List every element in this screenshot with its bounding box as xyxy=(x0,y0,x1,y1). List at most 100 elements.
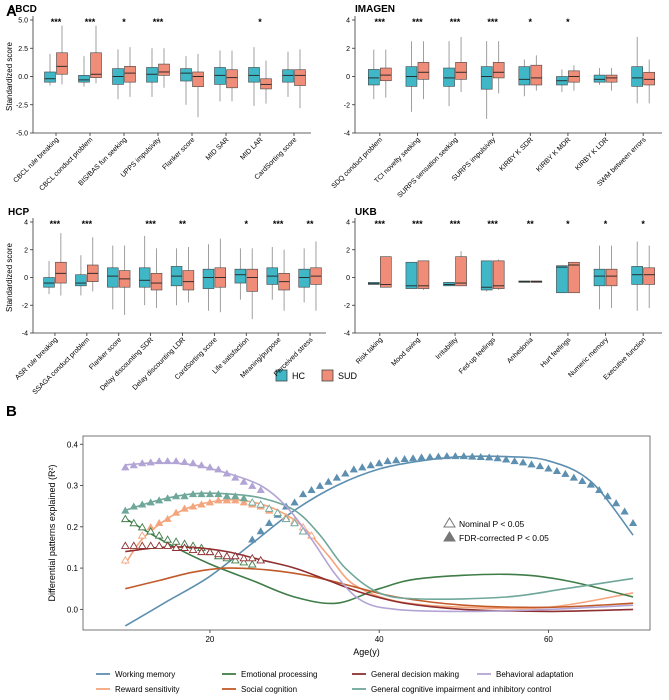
fdr-marker xyxy=(146,498,155,506)
box-sud xyxy=(380,256,392,288)
fdr-marker xyxy=(391,456,401,464)
fdr-marker xyxy=(163,457,172,465)
series-behavioral-adaptation xyxy=(121,457,634,613)
fdr-marker xyxy=(138,459,147,467)
category-label: Delay discounting SDR xyxy=(99,336,155,392)
nominal-marker xyxy=(230,555,240,564)
box-hc xyxy=(593,268,606,287)
nominal-marker xyxy=(120,514,130,523)
significance-marker: ** xyxy=(527,219,535,229)
fdr-marker xyxy=(434,452,443,460)
nominal-marker xyxy=(222,551,232,560)
box-sud xyxy=(605,268,618,287)
legend-label: General decision making xyxy=(371,670,459,679)
box-hc xyxy=(78,75,90,83)
fdr-marker xyxy=(628,519,638,527)
box-hc xyxy=(234,268,247,284)
fdr-marker xyxy=(349,465,358,473)
significance-marker: *** xyxy=(273,219,284,229)
fdr-marker xyxy=(256,486,265,494)
box-sud xyxy=(643,71,655,86)
fdr-marker xyxy=(171,508,181,516)
fdr-marker xyxy=(603,492,612,500)
fdr-marker xyxy=(205,463,215,471)
box-sud xyxy=(124,66,136,83)
fdr-marker xyxy=(468,452,477,460)
fdr-marker xyxy=(366,461,375,469)
y-tick-label: -4 xyxy=(344,131,350,138)
box-sud xyxy=(492,62,505,79)
box-sud xyxy=(226,69,238,89)
series-working-memory xyxy=(124,452,638,627)
category-label: Mood swing xyxy=(390,336,421,367)
nominal-marker xyxy=(154,531,164,539)
fdr-marker xyxy=(239,494,248,502)
nominal-marker xyxy=(256,500,266,508)
fdr-marker xyxy=(163,494,172,502)
category-label: Executive function xyxy=(602,336,647,381)
nominal-marker xyxy=(239,553,249,562)
box-hc xyxy=(631,66,643,87)
box-hc xyxy=(44,71,56,83)
fdr-marker xyxy=(121,463,130,471)
fdr-marker xyxy=(527,460,536,468)
y-tick-label: 2 xyxy=(24,247,28,254)
legend-label: General cognitive impairment and inhibit… xyxy=(371,685,551,694)
x-axis-label: Age(y) xyxy=(353,647,380,657)
nominal-marker xyxy=(205,547,215,556)
nominal-marker xyxy=(137,522,147,531)
fdr-marker xyxy=(171,492,181,500)
series-general-cognitive-impairment-and-inhibitory-control xyxy=(121,490,634,601)
category-label: Numeric memory xyxy=(567,336,610,379)
nominal-marker xyxy=(120,541,130,549)
fdr-marker xyxy=(222,496,231,504)
nominal-marker xyxy=(256,555,266,564)
category-label: KIRBY K MDR xyxy=(535,136,572,173)
fdr-marker xyxy=(341,469,350,477)
fdr-marker xyxy=(383,457,392,465)
y-tick-label: 0.1 xyxy=(67,564,79,573)
nominal-marker xyxy=(171,537,181,545)
fdr-marker xyxy=(205,498,215,506)
y-tick-label: 4 xyxy=(24,220,28,227)
series-line xyxy=(125,567,634,609)
nominal-marker xyxy=(273,508,283,516)
legend-label: Emotional processing xyxy=(241,670,317,679)
y-tick-label: -2.5 xyxy=(16,102,28,109)
fdr-marker xyxy=(442,452,452,460)
fdr-marker xyxy=(307,486,316,494)
y-tick-label: -5.0 xyxy=(16,131,28,138)
fdr-marker xyxy=(248,535,257,543)
fdr-marker xyxy=(129,502,138,510)
box-hc xyxy=(593,74,606,83)
panel-label-a: A xyxy=(6,3,17,20)
fdr-marker xyxy=(129,461,138,469)
fdr-marker xyxy=(214,465,223,473)
y-tick-label: 4 xyxy=(346,220,350,227)
significance-marker: *** xyxy=(412,219,423,229)
fdr-marker xyxy=(400,455,409,463)
fdr-marker xyxy=(248,481,257,489)
nominal-marker xyxy=(264,504,274,512)
nominal-marker xyxy=(146,526,156,535)
fdr-marker xyxy=(485,453,494,461)
fdr-marker xyxy=(612,499,621,507)
plot-frame xyxy=(82,435,651,631)
nominal-marker xyxy=(163,541,173,549)
fdr-marker xyxy=(214,496,223,504)
fdr-marker xyxy=(197,490,206,498)
nominal-marker xyxy=(120,555,130,564)
fdr-marker xyxy=(502,455,511,463)
significance-marker: * xyxy=(604,219,608,229)
box-hc xyxy=(368,69,380,86)
nominal-marker xyxy=(247,498,257,506)
fdr-marker xyxy=(544,464,553,472)
fdr-marker xyxy=(375,459,384,467)
fdr-marker xyxy=(231,496,240,504)
significance-marker: *** xyxy=(487,219,498,229)
significance-marker: ** xyxy=(307,219,315,229)
fdr-marker xyxy=(163,514,172,522)
nominal-marker xyxy=(247,553,257,562)
y-tick-label: 0 xyxy=(24,275,28,282)
